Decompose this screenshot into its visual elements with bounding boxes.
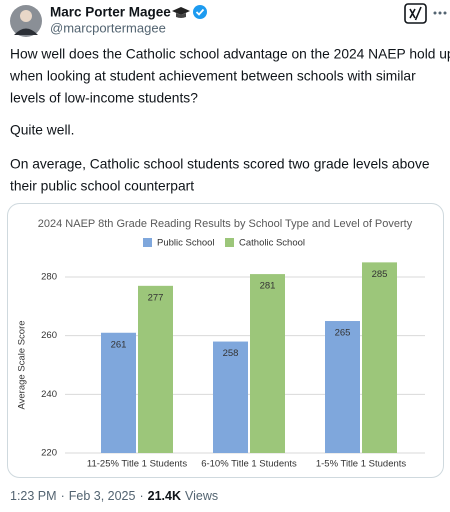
value-label: 285 <box>372 269 388 280</box>
verified-badge <box>193 5 207 19</box>
y-tick-label: 240 <box>41 389 57 400</box>
time: 1:23 PM <box>10 489 57 503</box>
tweet-footer: 1:23 PM · Feb 3, 2025 · 21.4K Views <box>10 489 218 503</box>
grok-icon[interactable] <box>404 3 427 24</box>
bar <box>250 274 285 453</box>
value-label: 277 <box>148 292 164 303</box>
text-line: On average, Catholic school students sco… <box>10 157 430 172</box>
separator: · <box>61 489 65 503</box>
text-line: when looking at student achievement betw… <box>9 69 416 84</box>
value-label: 258 <box>223 348 239 359</box>
legend-swatch <box>225 238 234 247</box>
author-name[interactable]: Marc Porter Magee <box>50 5 171 20</box>
views-label: Views <box>185 489 218 503</box>
bar <box>213 341 248 453</box>
bar <box>325 321 360 453</box>
views-count: 21.4K <box>148 489 181 503</box>
x-tick-label: 11-25% Title 1 Students <box>87 459 187 470</box>
tweet-text: How well does the Catholic school advant… <box>9 47 450 194</box>
y-tick-label: 220 <box>41 448 57 459</box>
avatar-body <box>14 28 38 35</box>
legend-label: Catholic School <box>239 238 305 249</box>
date: Feb 3, 2025 <box>69 489 136 503</box>
y-axis-label: Average Scale Score <box>17 320 28 409</box>
y-tick-label: 260 <box>41 330 57 341</box>
bar <box>101 332 136 453</box>
legend-swatch <box>143 238 152 247</box>
y-tick-label: 280 <box>41 272 57 283</box>
bar <box>138 285 173 453</box>
text-line: Quite well. <box>10 123 74 138</box>
x-tick-label: 6-10% Title 1 Students <box>201 459 297 470</box>
separator: · <box>139 489 143 503</box>
chart: 2024 NAEP 8th Grade Reading Results by S… <box>17 218 425 470</box>
bar <box>362 262 397 453</box>
value-label: 261 <box>111 339 127 350</box>
author-handle[interactable]: @marcportermagee <box>50 20 166 35</box>
text-line: their public school counterpart <box>10 179 194 194</box>
timestamp: 1:23 PM · Feb 3, 2025 · 21.4K Views <box>10 489 218 503</box>
x-tick-label: 1-5% Title 1 Students <box>316 459 407 470</box>
text-line: How well does the Catholic school advant… <box>10 47 450 62</box>
value-label: 281 <box>260 281 276 292</box>
value-label: 265 <box>335 328 351 339</box>
text-line: levels of low-income students? <box>10 91 198 106</box>
more-button[interactable] <box>433 11 447 15</box>
avatar-face <box>20 10 32 22</box>
legend-label: Public School <box>157 238 215 249</box>
cap-icon <box>172 7 190 18</box>
chart-title: 2024 NAEP 8th Grade Reading Results by S… <box>38 218 413 230</box>
